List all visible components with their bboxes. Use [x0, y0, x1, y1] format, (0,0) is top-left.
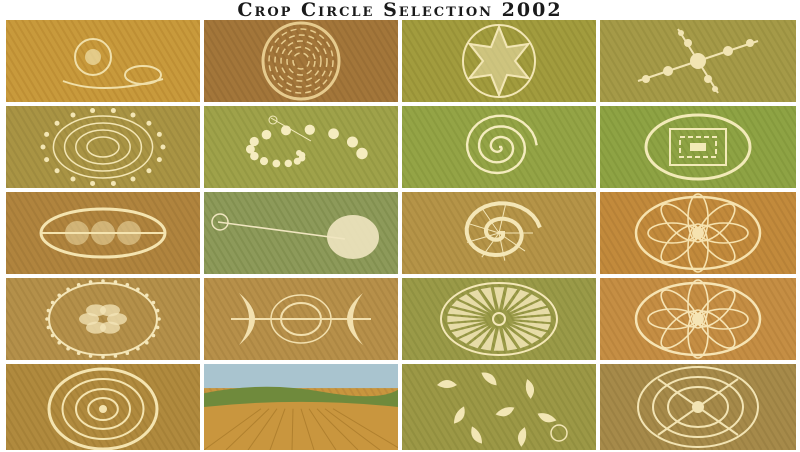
tile-r1c3-pattern: [462, 24, 536, 98]
tile-r1c1-pattern: [62, 38, 164, 90]
tile-r1c2-pattern: [261, 21, 341, 101]
tile-r1c4: [600, 20, 796, 102]
tile-r5c3-pattern: [437, 372, 568, 447]
tile-r2c4-pattern: [644, 113, 752, 181]
tile-r5c1-pattern: [47, 367, 159, 450]
tile-r5c2: [204, 364, 398, 450]
tile-r2c1-pattern: [40, 108, 166, 186]
tile-r2c1: [6, 106, 200, 188]
tile-r3c2: [204, 192, 398, 274]
photo-grid: [6, 20, 796, 450]
tile-r1c2: [204, 20, 398, 102]
tile-r3c2-pattern: [211, 213, 379, 259]
tile-r2c3-pattern: [465, 114, 538, 175]
tile-r4c4-photo: [600, 278, 796, 360]
tile-r5c2-photo: [204, 364, 398, 450]
tile-r5c4-photo: [600, 364, 796, 450]
tile-r2c4: [600, 106, 796, 188]
tile-r1c4-photo: [600, 20, 796, 102]
tile-r4c4: [600, 278, 796, 360]
tile-r1c1-photo: [6, 20, 200, 102]
tile-r1c1: [6, 20, 200, 102]
tile-r1c4-pattern: [637, 28, 759, 94]
tile-r3c1-photo: [6, 192, 200, 274]
tile-r4c1: [6, 278, 200, 360]
tile-r5c1: [6, 364, 200, 450]
tile-r4c3-pattern: [440, 282, 558, 356]
tile-r2c1-photo: [6, 106, 200, 188]
tile-r3c1-pattern: [39, 207, 167, 259]
tile-r1c3-photo: [402, 20, 596, 102]
tile-r5c3-photo: [402, 364, 596, 450]
page-title: Crop Circle Selection 2002: [237, 0, 563, 21]
tile-r2c2: [204, 106, 398, 188]
tile-r5c2-pattern: [204, 364, 398, 450]
tile-r1c2-photo: [204, 20, 398, 102]
tile-r4c3: [402, 278, 596, 360]
tile-r1c3: [402, 20, 596, 102]
tile-r3c3-pattern: [464, 201, 542, 261]
tile-r3c4-photo: [600, 192, 796, 274]
tile-r4c3-photo: [402, 278, 596, 360]
tile-r4c1-photo: [6, 278, 200, 360]
tile-r3c4-pattern: [634, 193, 762, 273]
tile-r4c1-pattern: [45, 279, 161, 359]
tile-r3c3: [402, 192, 596, 274]
tile-r5c1-photo: [6, 364, 200, 450]
tile-r4c2: [204, 278, 398, 360]
tile-r4c4-pattern: [634, 279, 762, 359]
tile-r3c2-photo: [204, 192, 398, 274]
tile-r3c4: [600, 192, 796, 274]
tile-r5c3: [402, 364, 596, 450]
tile-r2c3: [402, 106, 596, 188]
tile-r4c2-pattern: [231, 293, 371, 345]
tile-r3c3-photo: [402, 192, 596, 274]
tile-r3c1: [6, 192, 200, 274]
tile-r2c3-photo: [402, 106, 596, 188]
tile-r2c4-photo: [600, 106, 796, 188]
tile-r4c2-photo: [204, 278, 398, 360]
tile-r5c4-pattern: [637, 366, 759, 448]
tile-r5c4: [600, 364, 796, 450]
tile-r2c2-photo: [204, 106, 398, 188]
tile-r2c2-pattern: [245, 115, 368, 168]
